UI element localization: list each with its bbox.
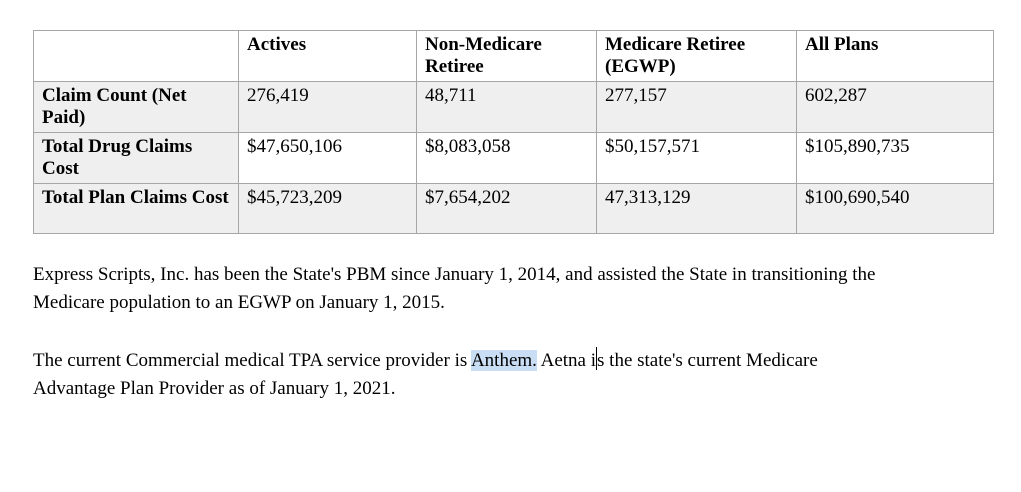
pbm-history-line1: Express Scripts, Inc. has been the State… (33, 264, 876, 285)
table-cell-plan-cost-all-plans[interactable]: $100,690,540 (796, 183, 994, 234)
table-row-claim-count: Claim Count (Net Paid) 276,419 48,711 27… (33, 81, 994, 133)
column-header-medicare-retiree-egwp[interactable]: Medicare Retiree (EGWP) (596, 30, 797, 82)
tpa-provider-text: The current Commercial medical TPA servi… (33, 350, 471, 371)
column-header-non-medicare-retiree[interactable]: Non-Medicare Retiree (416, 30, 597, 82)
table-cell-drug-cost-non-medicare[interactable]: $8,083,058 (416, 132, 597, 184)
table-cell-drug-cost-medicare-egwp[interactable]: $50,157,571 (596, 132, 797, 184)
paragraph-tpa-provider[interactable]: The current Commercial medical TPA servi… (33, 347, 970, 403)
claims-table: Actives Non-Medicare Retiree Medicare Re… (33, 30, 994, 234)
column-header-all-plans[interactable]: All Plans (796, 30, 994, 82)
tpa-provider-text-after: s the state's current Medicare (597, 350, 818, 371)
table-row-total-plan-claims: Total Plan Claims Cost $45,723,209 $7,65… (33, 183, 994, 234)
table-cell-plan-cost-medicare-egwp[interactable]: 47,313,129 (596, 183, 797, 234)
column-header-blank[interactable] (33, 30, 239, 82)
table-cell-claim-count-medicare-egwp[interactable]: 277,157 (596, 81, 797, 133)
table-cell-drug-cost-all-plans[interactable]: $105,890,735 (796, 132, 994, 184)
selected-text-anthem[interactable]: Anthem. (470, 350, 537, 371)
pbm-history-line2: Medicare population to an EGWP on Januar… (33, 292, 445, 313)
tpa-provider-line2: Advantage Plan Provider as of January 1,… (33, 378, 396, 399)
table-cell-plan-cost-non-medicare[interactable]: $7,654,202 (416, 183, 597, 234)
row-label-total-plan-claims-cost[interactable]: Total Plan Claims Cost (33, 183, 239, 234)
table-row-total-drug-claims: Total Drug Claims Cost $47,650,106 $8,08… (33, 132, 994, 184)
table-header-row: Actives Non-Medicare Retiree Medicare Re… (33, 30, 994, 82)
table-cell-claim-count-all-plans[interactable]: 602,287 (796, 81, 994, 133)
tpa-provider-text-mid: Aetna i (536, 350, 597, 371)
paragraph-pbm-history[interactable]: Express Scripts, Inc. has been the State… (33, 261, 970, 317)
text-cursor (596, 347, 598, 370)
table-cell-claim-count-non-medicare[interactable]: 48,711 (416, 81, 597, 133)
row-label-claim-count[interactable]: Claim Count (Net Paid) (33, 81, 239, 133)
row-label-total-drug-claims-cost[interactable]: Total Drug Claims Cost (33, 132, 239, 184)
table-cell-drug-cost-actives[interactable]: $47,650,106 (238, 132, 417, 184)
table-cell-plan-cost-actives[interactable]: $45,723,209 (238, 183, 417, 234)
table-cell-claim-count-actives[interactable]: 276,419 (238, 81, 417, 133)
column-header-actives[interactable]: Actives (238, 30, 417, 82)
